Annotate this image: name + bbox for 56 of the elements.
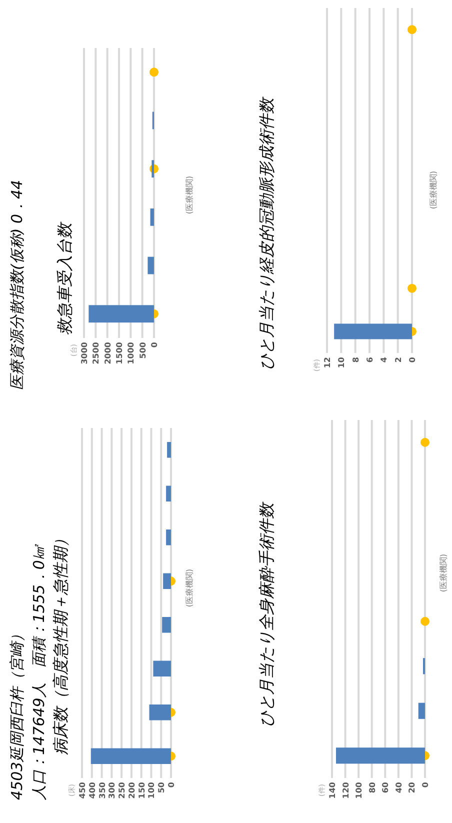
bar	[150, 208, 154, 226]
text: 医療資源分散指数(仮称) 0．44	[8, 180, 26, 390]
x-tick-label: 60	[381, 782, 390, 794]
text: 4503延岡西臼杵（宮崎）	[8, 626, 26, 800]
x-tick-label: 100	[147, 782, 156, 799]
x-tick-label: 140	[328, 782, 337, 799]
x-tick-label: 400	[88, 782, 97, 799]
bar	[166, 530, 171, 546]
bar	[418, 702, 425, 719]
y-axis-title: (医療機関)	[429, 170, 438, 210]
x-tick-label: 250	[118, 782, 127, 799]
text: 病床数（高度急性期＋急性期）	[51, 531, 70, 755]
text: ひと月当たり全身麻酔手術件数	[257, 501, 276, 727]
x-tick-label: 4	[380, 356, 389, 363]
x-tick-label: 40	[394, 782, 404, 794]
x-tick-label: 80	[368, 782, 377, 794]
x-tick-label: 0	[167, 782, 176, 788]
bar	[148, 256, 154, 274]
x-tick-label: 200	[127, 782, 136, 799]
bar	[149, 704, 171, 720]
x-tick-label: 0	[150, 342, 159, 348]
x-tick-label: 350	[98, 782, 107, 799]
text: ひと月当たり経皮的冠動脈形成術件数	[257, 96, 276, 370]
bar	[90, 748, 171, 764]
y-axis-title: (医療機関)	[185, 568, 194, 608]
x-tick-label: 0	[408, 356, 417, 363]
x-tick-label: 2500	[92, 342, 101, 364]
y-axis-title: (医療機関)	[439, 554, 448, 592]
x-tick-label: 300	[108, 782, 117, 799]
x-tick-label: 6	[366, 356, 374, 363]
x-tick-label: 500	[138, 342, 148, 359]
bar	[166, 486, 171, 502]
x-tick-label: 450	[78, 782, 87, 799]
x-tick-label: 2	[394, 357, 403, 363]
bar	[162, 617, 171, 633]
bar	[88, 305, 154, 323]
x-tick-label: 10	[337, 356, 346, 368]
x-tick-label: 120	[341, 782, 350, 799]
bar	[167, 442, 171, 458]
bar	[153, 660, 171, 676]
x-tick-label: 1000	[126, 342, 136, 364]
y-axis-title: (医療機関)	[185, 176, 194, 214]
text: 救急車受入台数	[55, 221, 74, 335]
x-tick-label: 1500	[115, 342, 124, 364]
x-tick-label: 3000	[80, 342, 89, 364]
text: 人口：147649人 面積：1555．0㎢	[30, 544, 48, 801]
bar	[163, 573, 171, 589]
x-tick-label: 150	[137, 782, 146, 799]
x-tick-label: 50	[157, 782, 166, 794]
x-tick-label: 0	[421, 782, 430, 788]
x-tick-label: 20	[408, 782, 417, 794]
x-tick-label: 8	[351, 356, 360, 363]
x-tick-label: 12	[323, 357, 332, 368]
x-tick-label: 100	[354, 782, 364, 799]
bar	[336, 748, 425, 764]
x-tick-label: 2000	[103, 342, 112, 364]
